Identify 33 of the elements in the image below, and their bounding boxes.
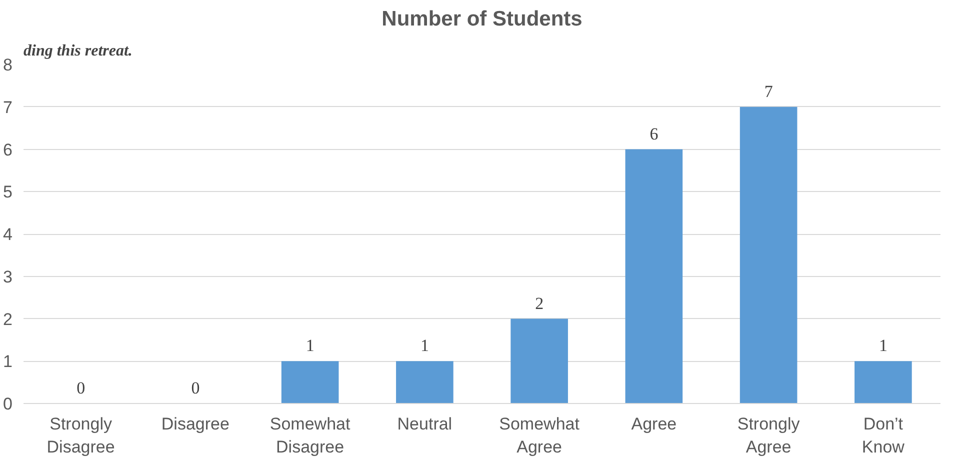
chart-title: Number of Students bbox=[382, 8, 582, 30]
y-tick-label: 8 bbox=[3, 56, 13, 74]
data-label: 0 bbox=[191, 378, 200, 398]
y-tick-label: 6 bbox=[3, 140, 13, 160]
bar bbox=[396, 361, 454, 404]
data-label: 1 bbox=[420, 336, 429, 356]
bar bbox=[740, 106, 798, 404]
x-tick-label: Don’t Know bbox=[862, 414, 906, 456]
data-label: 1 bbox=[878, 336, 888, 356]
bar bbox=[625, 149, 683, 404]
data-label: 7 bbox=[764, 82, 774, 101]
x-tick-label: Somewhat Agree bbox=[499, 414, 580, 456]
y-tick-label: 3 bbox=[3, 267, 13, 286]
y-tick-label: 1 bbox=[3, 352, 13, 372]
x-tick-label: Somewhat Disagree bbox=[270, 414, 350, 456]
x-tick-label: Strongly Agree bbox=[737, 414, 800, 456]
x-tick-label: Strongly Disagree bbox=[46, 414, 115, 456]
y-tick-label: 2 bbox=[3, 310, 13, 329]
text: ding this retreat. bbox=[24, 42, 132, 60]
data-label: 0 bbox=[76, 378, 86, 398]
y-tick-label: 5 bbox=[3, 182, 13, 202]
bar bbox=[510, 318, 568, 404]
x-tick-label: Agree bbox=[631, 414, 677, 434]
y-tick-label: 0 bbox=[3, 394, 13, 414]
x-tick-label: Disagree bbox=[161, 414, 230, 434]
x-tick-label: Neutral bbox=[397, 414, 452, 434]
y-tick-label: 4 bbox=[3, 225, 13, 244]
bar bbox=[281, 361, 339, 404]
bar bbox=[854, 361, 912, 404]
data-label: 1 bbox=[306, 336, 314, 356]
data-label: 6 bbox=[650, 124, 658, 144]
data-label: 2 bbox=[535, 294, 544, 313]
y-tick-label: 7 bbox=[3, 98, 13, 117]
